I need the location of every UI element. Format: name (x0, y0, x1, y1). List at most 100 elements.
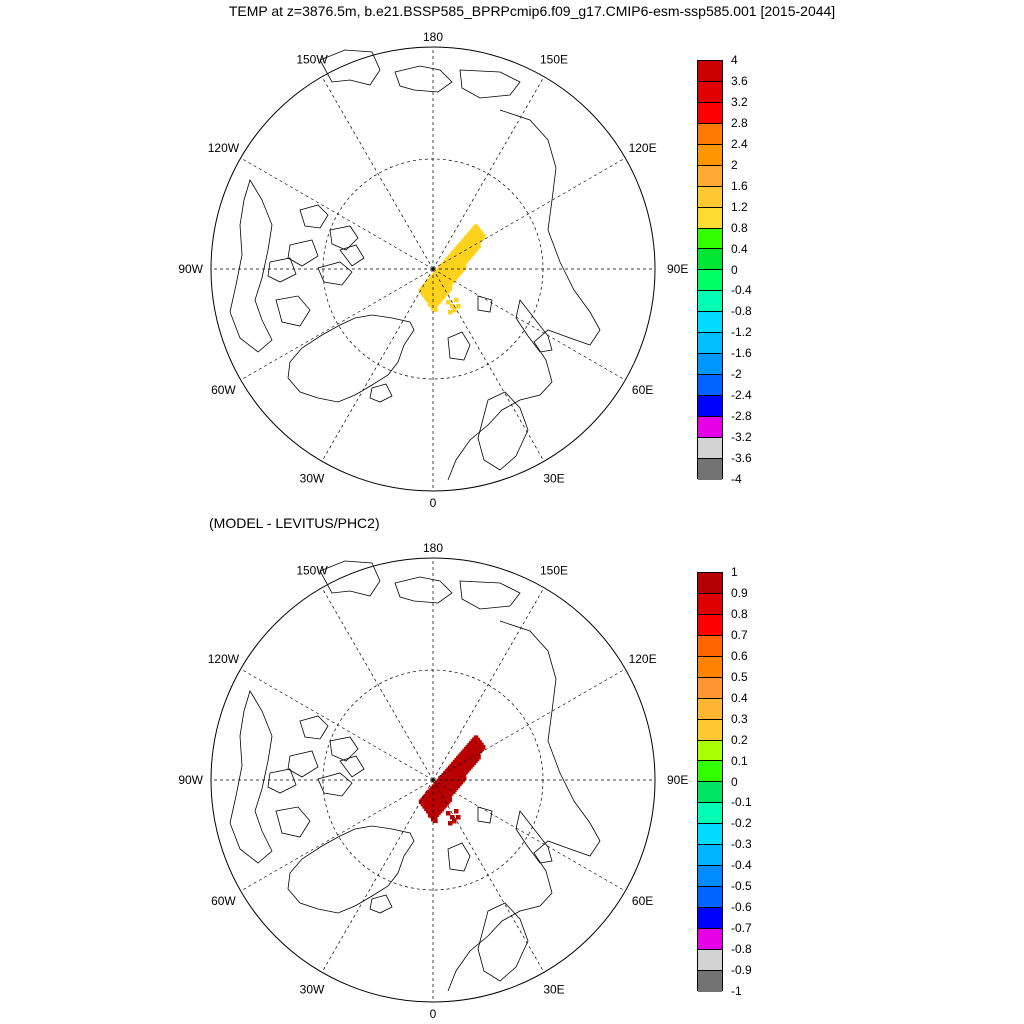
longitude-label: 90E (667, 773, 688, 787)
coastline-segment (329, 736, 359, 762)
longitude-label: 60W (211, 383, 236, 397)
colorbar-swatch (698, 908, 722, 929)
colorbar-tick-label: -1.6 (731, 346, 752, 361)
colorbar-swatch (698, 635, 722, 657)
coastline-segment (477, 806, 493, 824)
colorbar-swatch (698, 677, 722, 699)
top-colorbar-swatches (697, 60, 723, 480)
subtitle: (MODEL - LEVITUS/PHC2) (209, 515, 380, 531)
coastline-segment (339, 755, 365, 778)
colorbar-swatch (698, 186, 722, 208)
colorbar-tick-label: 1.6 (731, 178, 748, 193)
colorbar-tick-label: -0.9 (731, 963, 752, 978)
coastline-segment (275, 806, 311, 838)
meridian-line (321, 76, 434, 270)
colorbar-tick-label: -2.8 (731, 409, 752, 424)
anomaly-cell (476, 243, 481, 249)
colorbar-swatch (698, 270, 722, 292)
colorbar-swatch (698, 803, 722, 825)
anomaly-cell (448, 310, 453, 315)
anomaly-cell (475, 226, 481, 232)
map-border (210, 46, 656, 492)
coastline-segment (299, 204, 329, 229)
coastline-segment (515, 299, 553, 353)
coastline-segment (299, 715, 329, 740)
colorbar-tick-label: -0.4 (731, 283, 752, 298)
coastline-segment (459, 69, 521, 99)
longitude-label: 30E (543, 472, 564, 486)
coastline-segment (515, 810, 553, 864)
anomaly-cell (428, 813, 433, 818)
coastline-segment (369, 894, 393, 914)
top-map-graticule (210, 46, 656, 492)
colorbar-swatch (698, 144, 722, 166)
anomaly-cell (446, 300, 451, 305)
colorbar-tick-label: -2 (731, 367, 742, 382)
meridian-line (432, 779, 626, 892)
coastline-segment (477, 295, 493, 313)
anomaly-cell (452, 308, 457, 313)
longitude-label: 60E (632, 383, 653, 397)
anomaly-cell (454, 298, 459, 303)
colorbar-swatch (698, 866, 722, 888)
meridian-line (432, 268, 545, 462)
colorbar-swatch (698, 375, 722, 396)
colorbar-tick-label: 0.6 (731, 648, 748, 663)
colorbar-swatch (698, 102, 722, 124)
meridian-line (432, 268, 626, 381)
meridian-line (240, 668, 434, 781)
colorbar-tick-label: 0.4 (731, 690, 748, 705)
colorbar-swatch (698, 228, 722, 250)
colorbar-tick-label: 3.2 (731, 94, 748, 109)
longitude-label: 0 (430, 1007, 437, 1021)
bottom-polar-map: 180 150E 120E 90E 60E 30E 0 30W 60W 90W 120W 150W (178, 541, 688, 1021)
colorbar-swatch (698, 416, 722, 438)
coastline-segment (287, 314, 415, 403)
anomaly-cell (431, 817, 436, 822)
colorbar-swatch (698, 593, 722, 615)
longitude-label: 30W (300, 472, 325, 486)
longitude-label: 180 (423, 541, 443, 555)
meridian-line (321, 268, 434, 462)
longitude-label: 150W (296, 52, 328, 66)
meridian-line (432, 76, 545, 270)
coastline-segment (339, 244, 365, 267)
colorbar-swatch (698, 61, 722, 82)
longitude-label: 30W (300, 983, 325, 997)
coastline-segment (477, 902, 529, 982)
coastline-segment (287, 750, 319, 778)
colorbar-tick-label: -0.7 (731, 921, 752, 936)
colorbar-tick-label: 2.4 (731, 136, 748, 151)
anomaly-cell (447, 797, 453, 802)
colorbar-tick-label: -0.2 (731, 816, 752, 831)
colorbar-swatch (698, 614, 722, 636)
colorbar-tick-label: 0.4 (731, 241, 748, 256)
meridian-line (240, 779, 434, 892)
longitude-label: 150E (540, 563, 568, 577)
map-border (210, 557, 656, 1003)
longitude-label: 90E (667, 262, 688, 276)
coastline-segment (477, 391, 529, 471)
colorbar-swatch (698, 333, 722, 355)
colorbar-tick-label: 0 (731, 262, 738, 277)
anomaly-cell (476, 754, 481, 760)
bottom-map-lon-labels: 180 150E 120E 90E 60E 30E 0 30W 60W 90W 120W 150W (178, 541, 688, 1021)
meridian-line (321, 779, 434, 973)
colorbar-tick-label: -0.1 (731, 795, 752, 810)
anomaly-cell (434, 811, 439, 816)
colorbar-swatch (698, 249, 722, 271)
anomaly-cell (473, 735, 479, 740)
coastline-segment (319, 49, 381, 86)
coastline-segment (394, 65, 453, 93)
colorbar-tick-label: 0.8 (731, 606, 748, 621)
colorbar-tick-label: -0.8 (731, 942, 752, 957)
coastline-segment (317, 261, 353, 286)
anomaly-cell (481, 234, 486, 239)
colorbar-swatch (698, 719, 722, 741)
anomaly-cell (454, 809, 459, 814)
longitude-label: 90W (178, 262, 203, 276)
coastline-segment (447, 109, 601, 481)
colorbar-swatch (698, 845, 722, 867)
colorbar-tick-label: 0.5 (731, 669, 748, 684)
longitude-label: 0 (430, 496, 437, 510)
